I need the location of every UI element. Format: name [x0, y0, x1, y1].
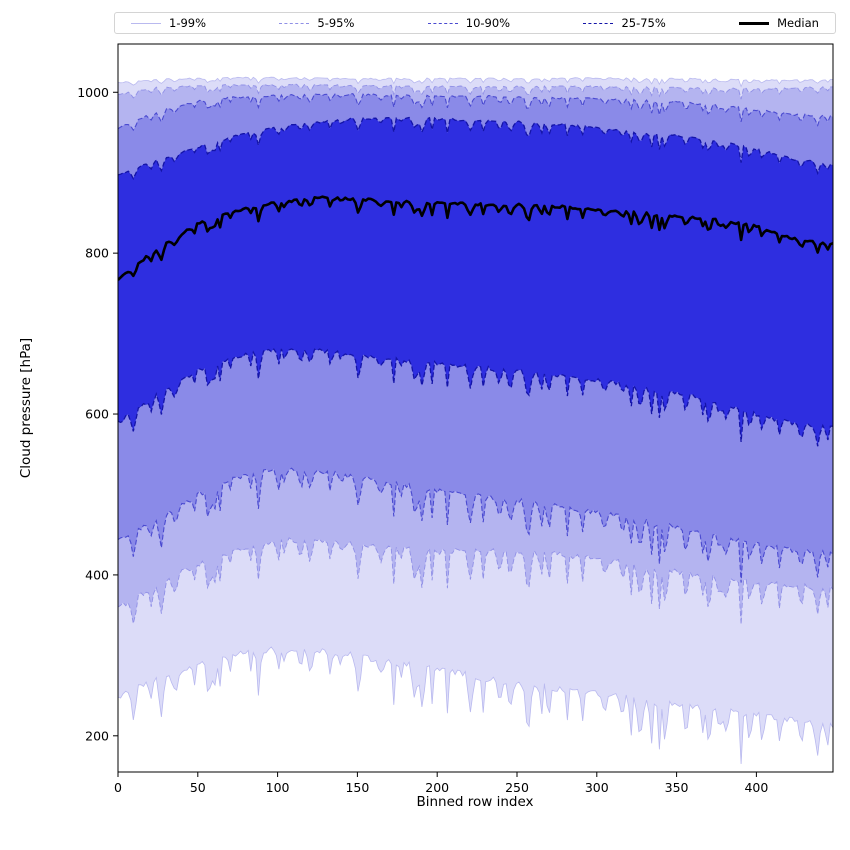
legend-label: 10-90%: [465, 16, 511, 30]
x-tick-label: 150: [345, 780, 369, 795]
legend-label: 5-95%: [317, 16, 355, 30]
axes-group: 0 50 100 150 200 250 300 350 400 200 400 600 800 1000: [77, 43, 834, 795]
y-axis-label: Cloud pressure [hPa]: [18, 338, 34, 478]
y-tick-label: 200: [85, 728, 109, 743]
legend-item-5-95-: 5-95%: [279, 16, 354, 30]
legend-label: Median: [777, 16, 819, 30]
x-tick-label: 0: [114, 780, 122, 795]
legend-line-sample: [131, 22, 161, 24]
band-line-p5: [118, 537, 833, 625]
legend-item-25-75-: 25-75%: [583, 16, 666, 30]
x-tick-label: 300: [585, 780, 609, 795]
band-line-p95: [118, 83, 833, 100]
y-tick-label: 1000: [77, 85, 109, 100]
band-line-p10: [118, 467, 833, 583]
median-line: [118, 195, 833, 281]
legend-line-sample: [583, 22, 614, 24]
y-tick-label: 800: [85, 246, 109, 261]
legend-label: 1-99%: [169, 16, 207, 30]
x-tick-label: 200: [425, 780, 449, 795]
legend-label: 25-75%: [621, 16, 666, 30]
legend: 1-99% 5-95% 10-90% 25-75% Median: [114, 12, 836, 34]
bands-group: [118, 76, 833, 765]
x-tick-label: 400: [744, 780, 768, 795]
x-tick-label: 250: [505, 780, 529, 795]
plot-frame: [117, 43, 834, 773]
legend-item-10-90-: 10-90%: [427, 16, 511, 30]
legend-item-median: Median: [739, 16, 819, 30]
band-line-p1: [118, 646, 833, 765]
y-tick-label: 600: [85, 407, 109, 422]
x-tick-label: 350: [665, 780, 689, 795]
y-tick-label: 400: [85, 567, 109, 582]
x-tick-label: 100: [266, 780, 290, 795]
band-line-p75: [118, 116, 833, 181]
band-line-p25: [118, 348, 833, 447]
x-axis-label: Binned row index: [416, 794, 533, 810]
legend-item-1-99-: 1-99%: [131, 16, 206, 30]
band-line-p99: [118, 76, 833, 88]
legend-line-sample: [427, 22, 458, 24]
legend-line-sample: [739, 21, 770, 25]
legend-line-sample: [279, 22, 310, 24]
x-tick-label: 50: [190, 780, 206, 795]
